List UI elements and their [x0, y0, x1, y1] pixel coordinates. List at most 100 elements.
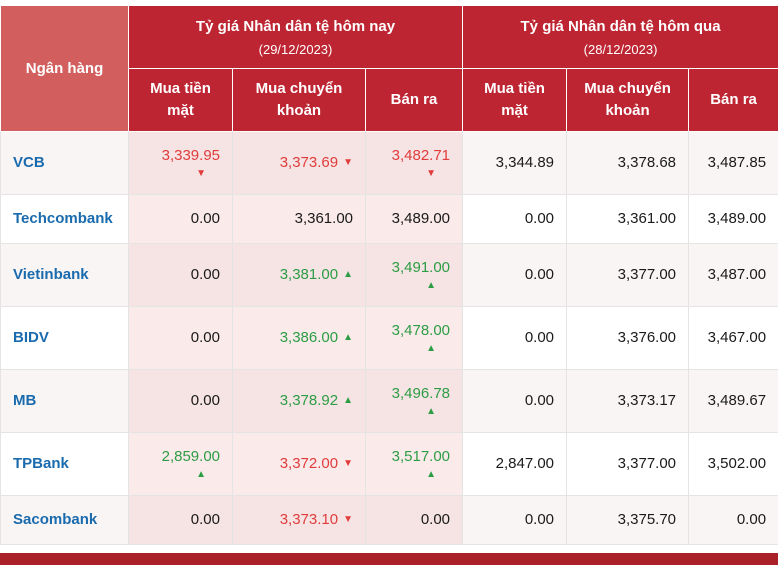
rate-cell: 3,373.17 — [566, 369, 690, 433]
rate-cell: 3,339.95 ▼ — [128, 131, 233, 195]
rate-value: 3,487.85 — [707, 154, 767, 171]
rate-value: 3,487.00 — [707, 266, 767, 283]
col-header-yesterday-cash: Mua tiền mặt — [462, 68, 568, 132]
bank-cell: VCB — [0, 131, 129, 195]
rate-value: 3,373.69 — [279, 153, 339, 171]
rate-value: 3,467.00 — [707, 329, 767, 346]
rate-cell: 0.00 — [128, 494, 233, 546]
rate-cell: 3,377.00 — [566, 243, 690, 307]
bank-cell: TPBank — [0, 432, 129, 496]
bank-name-link[interactable]: TPBank — [13, 455, 69, 472]
rate-cell: 0.00 — [128, 369, 233, 433]
rate-value: 3,502.00 — [707, 455, 767, 472]
bank-name-link[interactable]: Techcombank — [13, 210, 113, 227]
rate-cell: 3,378.92 ▲ — [232, 369, 366, 433]
yesterday-group-header: Tỷ giá Nhân dân tệ hôm qua (28/12/2023) — [462, 5, 778, 69]
rate-value: 0.00 — [190, 329, 220, 346]
rate-value: 3,373.10 — [279, 511, 339, 528]
rate-value: 3,386.00 — [279, 328, 339, 346]
rate-value: 3,378.68 — [617, 154, 677, 171]
rate-cell: 3,373.10 ▼ — [232, 494, 366, 546]
rate-value: 3,375.70 — [617, 511, 677, 529]
rate-value: 3,344.89 — [495, 154, 555, 171]
yesterday-group-title: Tỷ giá Nhân dân tệ hôm qua — [520, 17, 721, 35]
rate-value: 0.00 — [190, 266, 220, 283]
bank-cell: BIDV — [0, 306, 129, 370]
trend-up-icon: ▲ — [426, 469, 437, 480]
rate-value: 3,489.67 — [707, 392, 767, 409]
rate-cell: 3,502.00 — [688, 432, 778, 496]
exchange-rate-page: Ngân hàng Tỷ giá Nhân dân tệ hôm nay (29… — [0, 5, 778, 565]
bank-name-link[interactable]: MB — [13, 392, 37, 409]
rate-cell: 0.00 — [462, 369, 568, 433]
rate-value: 2,847.00 — [495, 455, 555, 472]
trend-up-icon: ▲ — [196, 469, 206, 480]
rate-cell: 3,373.69 ▼ — [232, 131, 366, 195]
rate-value: 0.00 — [736, 511, 767, 529]
rate-value: 3,489.00 — [707, 210, 767, 227]
rate-cell: 3,375.70 — [566, 494, 690, 546]
trend-down-icon: ▼ — [196, 168, 206, 179]
rate-cell: 3,361.00 — [566, 194, 690, 244]
exchange-rate-table: Ngân hàng Tỷ giá Nhân dân tệ hôm nay (29… — [0, 5, 778, 546]
col-header-yesterday-sell: Bán ra — [688, 68, 778, 132]
rate-value: 3,489.00 — [391, 210, 451, 227]
rate-cell: 3,489.00 — [364, 194, 464, 244]
rate-value: 0.00 — [524, 210, 555, 227]
rate-cell: 3,467.00 — [688, 306, 778, 370]
rate-table-body: VCB 3,339.95 ▼ 3,373.69 ▼ 3,482.71 ▼ 3,344.89 3,… — [0, 131, 778, 546]
rate-cell: 3,489.67 — [688, 369, 778, 433]
rate-cell: 3,344.89 — [462, 131, 568, 195]
rate-cell: 0.00 — [128, 243, 233, 307]
rate-value: 3,491.00 — [391, 259, 451, 276]
bank-name-link[interactable]: VCB — [13, 154, 45, 171]
bank-column-header: Ngân hàng — [0, 5, 129, 132]
rate-value: 3,381.00 — [279, 265, 339, 283]
trend-up-icon: ▲ — [426, 406, 437, 417]
col-header-today-cash: Mua tiền mặt — [128, 68, 233, 132]
bank-name-link[interactable]: BIDV — [13, 329, 49, 346]
trend-down-icon: ▼ — [343, 458, 353, 470]
rate-cell: 0.00 — [462, 243, 568, 307]
col-header-today-transfer: Mua chuyển khoản — [232, 68, 366, 132]
rate-cell: 3,491.00 ▲ — [364, 243, 464, 307]
rate-value: 3,377.00 — [617, 266, 677, 283]
trend-up-icon: ▲ — [426, 343, 437, 354]
rate-cell: 0.00 — [462, 494, 568, 546]
bank-cell: Techcombank — [0, 194, 129, 244]
bank-name-link[interactable]: Vietinbank — [13, 266, 89, 283]
rate-cell: 3,361.00 — [232, 194, 366, 244]
bank-cell: Sacombank — [0, 494, 129, 546]
rate-cell: 0.00 — [688, 494, 778, 546]
rate-value: 3,482.71 — [391, 147, 451, 164]
rate-value: 0.00 — [524, 329, 555, 346]
table-row: VCB 3,339.95 ▼ 3,373.69 ▼ 3,482.71 ▼ 3,344.89 3,… — [0, 131, 778, 195]
rate-cell: 2,859.00 ▲ — [128, 432, 233, 496]
rate-cell: 3,487.85 — [688, 131, 778, 195]
rate-value: 0.00 — [524, 392, 555, 409]
bank-name-link[interactable]: Sacombank — [13, 511, 98, 529]
rate-value: 3,377.00 — [617, 455, 677, 472]
bottom-bar — [0, 553, 778, 565]
trend-up-icon: ▲ — [343, 395, 353, 407]
rate-cell: 0.00 — [462, 194, 568, 244]
table-row: Sacombank 0.00 3,373.10 ▼ 0.00 0.00 3,375.70 0.… — [0, 494, 778, 546]
trend-down-icon: ▼ — [343, 157, 353, 169]
rate-cell: 0.00 — [128, 194, 233, 244]
rate-value: 0.00 — [524, 266, 555, 283]
rate-value: 0.00 — [190, 210, 220, 227]
rate-cell: 2,847.00 — [462, 432, 568, 496]
rate-cell: 3,381.00 ▲ — [232, 243, 366, 307]
rate-cell: 3,376.00 — [566, 306, 690, 370]
rate-value: 3,361.00 — [294, 210, 353, 227]
rate-cell: 3,372.00 ▼ — [232, 432, 366, 496]
trend-down-icon: ▼ — [426, 168, 437, 179]
yesterday-group-date: (28/12/2023) — [583, 41, 658, 57]
rate-value: 3,376.00 — [617, 329, 677, 346]
col-header-yesterday-transfer: Mua chuyển khoản — [566, 68, 690, 132]
rate-cell: 0.00 — [128, 306, 233, 370]
table-row: TPBank 2,859.00 ▲ 3,372.00 ▼ 3,517.00 ▲ 2,847.0… — [0, 432, 778, 496]
rate-cell: 0.00 — [364, 494, 464, 546]
rate-value: 0.00 — [524, 511, 555, 529]
rate-cell: 3,482.71 ▼ — [364, 131, 464, 195]
